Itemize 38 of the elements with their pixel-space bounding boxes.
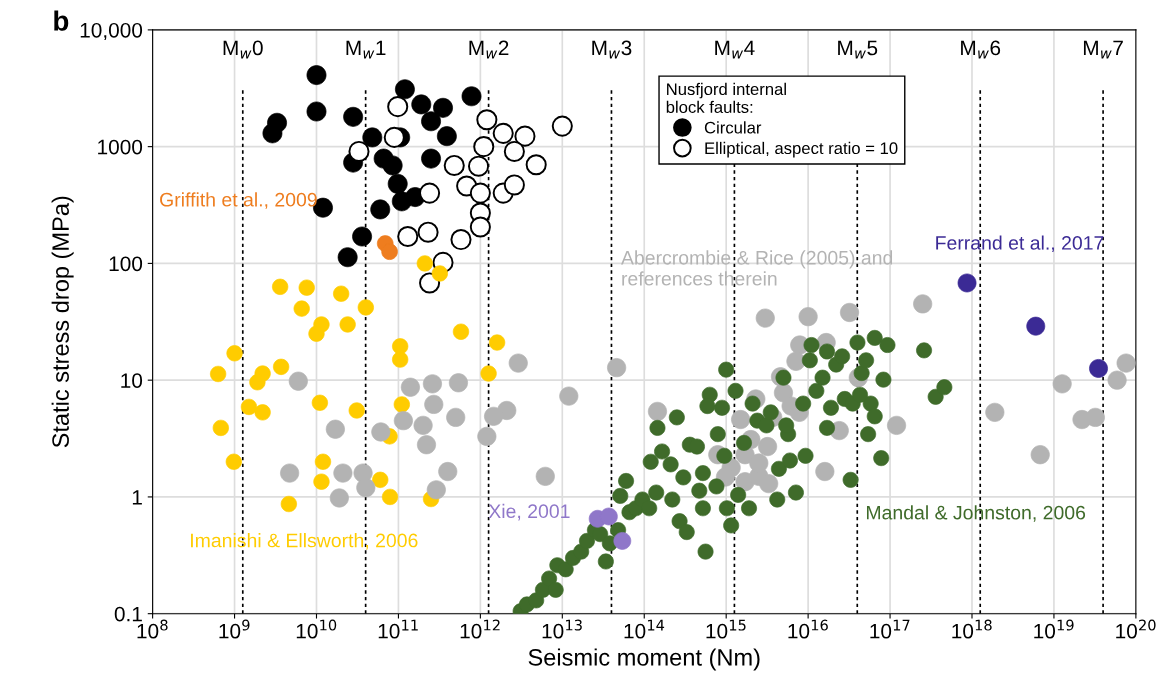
x-tick-label: 10$^{9}$ — [219, 619, 250, 639]
ref-line-label: M$_{w}$2 — [469, 40, 509, 59]
x-tick-label: 10$^{19}$ — [1034, 619, 1074, 639]
legend-label: Elliptical, aspect ratio = 10 — [705, 141, 898, 158]
y-tick-label: 100 — [109, 256, 143, 272]
y-tick-label: 1 — [132, 490, 142, 505]
y-axis-title: Static stress drop (MPa) — [51, 196, 74, 448]
x-tick-label: 10$^{11}$ — [378, 619, 418, 639]
x-axis-title: Seismic moment (Nm) — [528, 648, 760, 671]
series-label: Ferrand et al., 2017 — [936, 235, 1104, 253]
x-tick-label: 10$^{15}$ — [706, 619, 746, 639]
ref-line-label: M$_{w}$1 — [346, 40, 386, 59]
ref-line-label: M$_{w}$3 — [592, 40, 632, 59]
series-label: Mandal & Johnston, 2006 — [866, 505, 1086, 522]
x-tick-label: 10$^{16}$ — [788, 619, 828, 639]
legend-label: Circular — [704, 121, 762, 134]
x-tick-label: 10$^{18}$ — [952, 619, 992, 639]
series-label: Xie, 2001 — [488, 503, 570, 521]
series-label: Abercrombie & Rice (2005) and references therein — [621, 250, 893, 286]
ref-line-label: M$_{w}$0 — [223, 40, 263, 59]
text: Griffith et al., 2009 — [160, 192, 317, 209]
y-tick-label: 10,000 — [80, 22, 143, 41]
ref-line-label: M$_{w}$6 — [961, 40, 1001, 59]
y-tick-label: 1000 — [98, 139, 143, 155]
x-tick-label: 10$^{20}$ — [1116, 619, 1156, 639]
text: b — [54, 10, 69, 31]
x-tick-label: 10$^{10}$ — [296, 619, 337, 639]
x-tick-label: 10$^{17}$ — [870, 619, 910, 639]
y-tick-label: 10 — [121, 373, 143, 388]
x-tick-label: 10$^{12}$ — [460, 619, 500, 639]
ref-line-label: M$_{w}$7 — [1083, 40, 1123, 59]
y-tick-label: 0.1 — [114, 606, 142, 622]
x-tick-label: 10$^{13}$ — [542, 619, 582, 639]
legend-title: Nusfjord internal block faults: — [666, 82, 786, 114]
series-label: Imanishi & Ellsworth, 2006 — [191, 533, 418, 550]
ref-line-label: M$_{w}$4 — [715, 40, 755, 59]
ref-line-label: M$_{w}$5 — [838, 40, 878, 59]
x-tick-label: 10$^{14}$ — [624, 619, 665, 639]
